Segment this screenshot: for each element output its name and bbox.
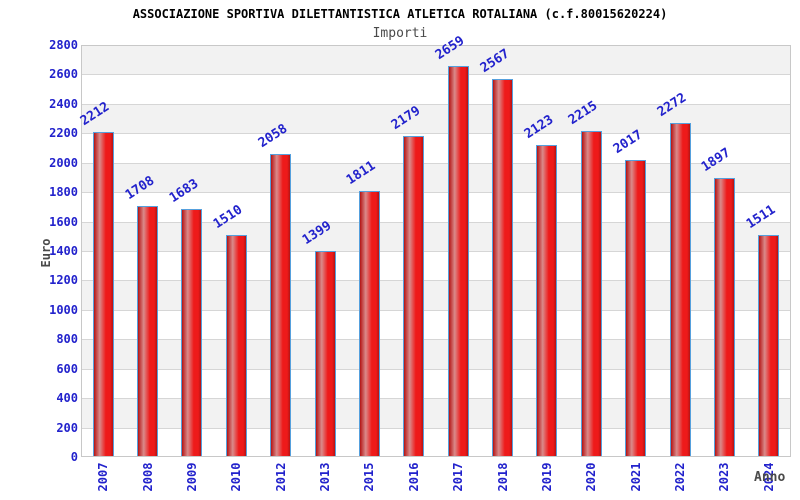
y-tick-label: 400 bbox=[56, 391, 78, 406]
bar-2009 bbox=[181, 209, 203, 457]
x-tick-label: 2021 bbox=[628, 462, 643, 492]
y-tick-label: 2000 bbox=[49, 155, 78, 170]
y-tick-label: 1600 bbox=[49, 214, 78, 229]
y-tick-label: 2200 bbox=[49, 126, 78, 141]
x-tick-label: 2018 bbox=[495, 462, 510, 492]
y-tick-label: 1800 bbox=[49, 185, 78, 200]
bar-2022 bbox=[669, 122, 691, 457]
plot-area bbox=[81, 45, 791, 457]
y-tick-label: 200 bbox=[56, 420, 78, 435]
x-tick-label: 2009 bbox=[184, 462, 199, 492]
bar-2008 bbox=[137, 205, 159, 457]
y-tick-label: 1200 bbox=[49, 273, 78, 288]
y-tick-label: 2800 bbox=[49, 38, 78, 52]
bar-2012 bbox=[270, 154, 292, 457]
x-tick-label: 2023 bbox=[717, 462, 732, 492]
x-tick-label: 2015 bbox=[362, 462, 377, 492]
gridline bbox=[81, 427, 791, 429]
gridline bbox=[81, 133, 791, 135]
plot-band bbox=[81, 74, 791, 104]
x-tick-label: 2020 bbox=[584, 462, 599, 492]
x-tick-label: 2007 bbox=[96, 462, 111, 492]
y-tick-label: 1000 bbox=[49, 302, 78, 317]
x-tick-label: 2017 bbox=[451, 462, 466, 492]
bar-2020 bbox=[580, 131, 602, 457]
bar-2010 bbox=[225, 234, 247, 457]
y-tick-label: 2600 bbox=[49, 67, 78, 82]
gridline bbox=[81, 309, 791, 311]
gridline bbox=[81, 280, 791, 282]
bar-2024 bbox=[758, 234, 780, 457]
x-axis-label: Anno bbox=[754, 470, 786, 485]
y-tick-label: 1400 bbox=[49, 244, 78, 258]
gridline bbox=[81, 103, 791, 105]
bar-2013 bbox=[314, 251, 336, 457]
plot-band bbox=[81, 45, 791, 75]
gridline bbox=[81, 192, 791, 194]
y-tick-label: 600 bbox=[56, 361, 78, 376]
x-tick-label: 2016 bbox=[406, 462, 421, 492]
gridline bbox=[81, 74, 791, 76]
gridline bbox=[81, 251, 791, 252]
gridline bbox=[81, 339, 791, 341]
y-axis-label: Euro bbox=[39, 238, 53, 268]
gridline bbox=[81, 368, 791, 370]
bar-2007 bbox=[92, 131, 114, 457]
x-tick-label: 2019 bbox=[539, 462, 554, 492]
gridline bbox=[81, 398, 791, 400]
y-tick-label: 2400 bbox=[49, 96, 78, 111]
bar-2019 bbox=[536, 144, 558, 457]
y-tick-label: 0 bbox=[70, 450, 78, 464]
x-tick-label: 2013 bbox=[318, 462, 333, 492]
x-tick-label: 2008 bbox=[140, 462, 155, 492]
gridline bbox=[81, 221, 791, 223]
bar-2015 bbox=[358, 190, 380, 457]
bar-2023 bbox=[713, 177, 735, 457]
y-tick-label: 800 bbox=[56, 332, 78, 347]
chart-title: ASSOCIAZIONE SPORTIVA DILETTANTISTICA AT… bbox=[132, 7, 668, 21]
chart-subtitle: Importi bbox=[372, 26, 428, 41]
x-tick-label: 2022 bbox=[673, 462, 688, 492]
bar-2021 bbox=[625, 160, 647, 457]
x-tick-label: 2012 bbox=[273, 462, 288, 492]
bar-2017 bbox=[447, 65, 469, 457]
x-tick-label: 2010 bbox=[229, 462, 244, 492]
bar-2016 bbox=[403, 136, 425, 457]
bar-2018 bbox=[492, 79, 514, 457]
gridline bbox=[81, 162, 791, 164]
